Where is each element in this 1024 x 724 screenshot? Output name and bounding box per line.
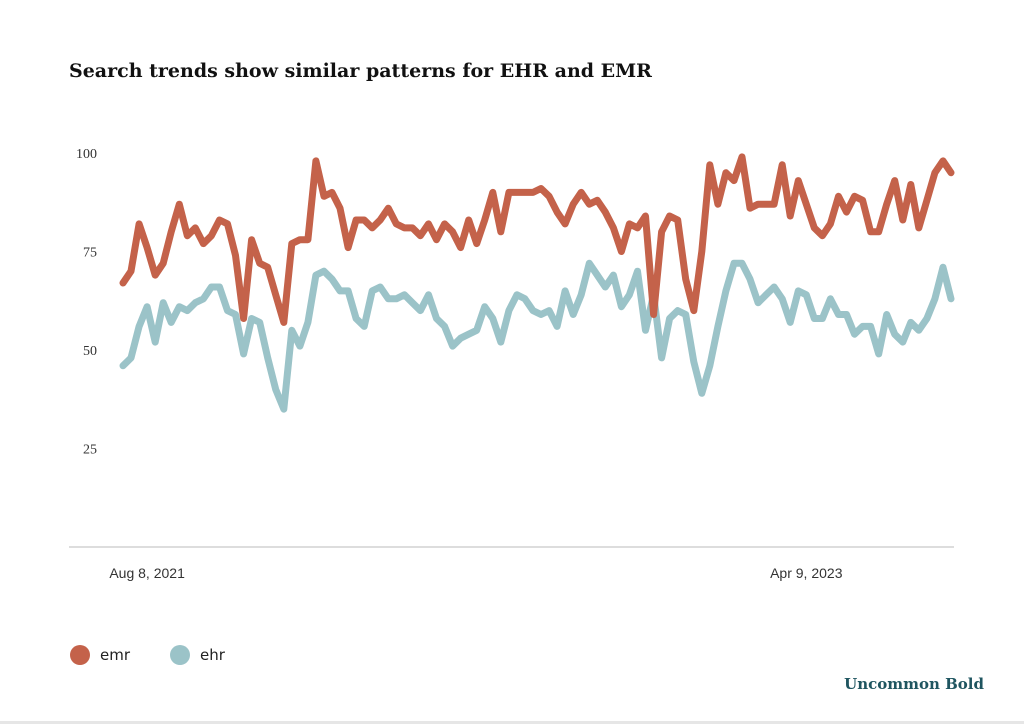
legend-item-emr[interactable]: emr xyxy=(70,645,130,665)
series-line-ehr xyxy=(119,259,955,413)
bottom-divider xyxy=(0,721,1024,724)
legend-emr-dot-icon xyxy=(70,645,90,665)
x-tick-label: Apr 9, 2023 xyxy=(770,565,843,581)
legend-item-ehr[interactable]: ehr xyxy=(170,645,225,665)
y-axis-ticks: 100 75 50 25 xyxy=(76,147,97,458)
x-tick-label: Aug 8, 2021 xyxy=(109,565,185,581)
y-tick-label: 50 xyxy=(83,344,97,359)
series-line-emr xyxy=(119,153,955,326)
chart-title: Search trends show similar patterns for … xyxy=(69,60,652,82)
y-tick-label: 75 xyxy=(83,246,97,261)
legend: emr ehr xyxy=(70,645,265,665)
legend-emr-label: emr xyxy=(100,646,131,664)
y-tick-label: 100 xyxy=(76,147,97,162)
x-axis-ticks: Aug 8, 2021 Apr 9, 2023 xyxy=(109,565,842,581)
legend-ehr-label: ehr xyxy=(200,646,225,664)
y-tick-label: 25 xyxy=(83,443,97,458)
legend-ehr-dot-icon xyxy=(170,645,191,665)
series-lines xyxy=(119,153,955,413)
brand-logo-text[interactable]: Uncommon Bold xyxy=(844,675,984,693)
